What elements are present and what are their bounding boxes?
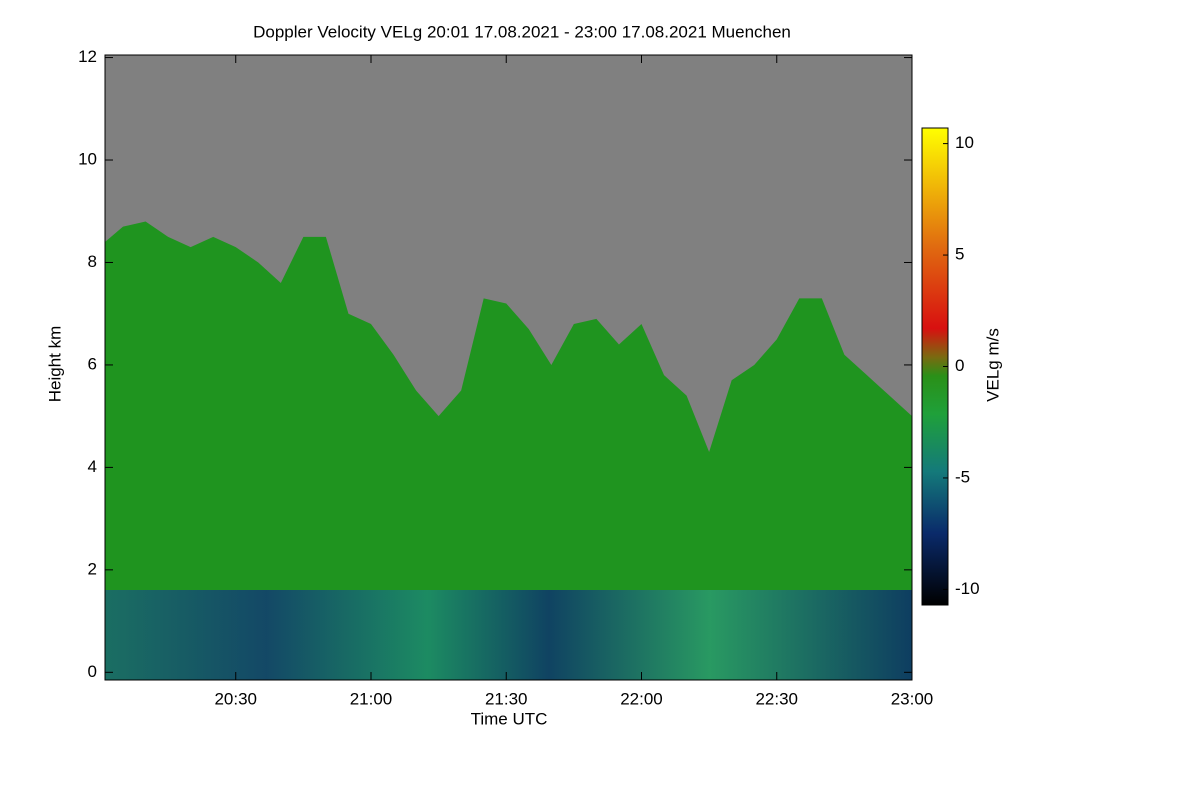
y-tick-label: 0 <box>88 662 97 681</box>
chart-title: Doppler Velocity VELg 20:01 17.08.2021 -… <box>253 22 791 41</box>
colorbar-tick-label: 5 <box>955 245 964 264</box>
colorbar-tick-label: 0 <box>955 356 964 375</box>
y-tick-label: 8 <box>88 252 97 271</box>
y-axis-label: Height km <box>45 326 64 403</box>
colorbar-tick-label: 10 <box>955 133 974 152</box>
y-tick-label: 10 <box>78 150 97 169</box>
boundary-layer <box>105 590 912 680</box>
x-tick-label: 21:30 <box>485 689 528 708</box>
x-axis-label: Time UTC <box>471 709 548 728</box>
y-tick-label: 2 <box>88 559 97 578</box>
y-tick-label: 12 <box>78 47 97 66</box>
colorbar-label: VELg m/s <box>983 328 1002 402</box>
colorbar-tick-label: -5 <box>955 467 970 486</box>
y-tick-label: 6 <box>88 354 97 373</box>
plot-frame <box>104 54 913 681</box>
y-tick-label: 4 <box>88 457 97 476</box>
x-tick-label: 20:30 <box>214 689 257 708</box>
x-tick-label: 23:00 <box>891 689 934 708</box>
x-tick-label: 22:00 <box>620 689 663 708</box>
x-tick-label: 22:30 <box>755 689 798 708</box>
colorbar-tick-label: -10 <box>955 579 980 598</box>
x-tick-label: 21:00 <box>350 689 393 708</box>
echo-area <box>105 221 912 680</box>
